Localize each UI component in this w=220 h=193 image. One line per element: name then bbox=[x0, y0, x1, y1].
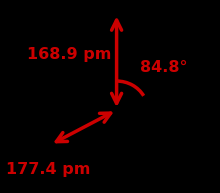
Text: 84.8°: 84.8° bbox=[140, 60, 188, 75]
Text: 168.9 pm: 168.9 pm bbox=[27, 47, 111, 62]
Text: 177.4 pm: 177.4 pm bbox=[6, 162, 91, 177]
